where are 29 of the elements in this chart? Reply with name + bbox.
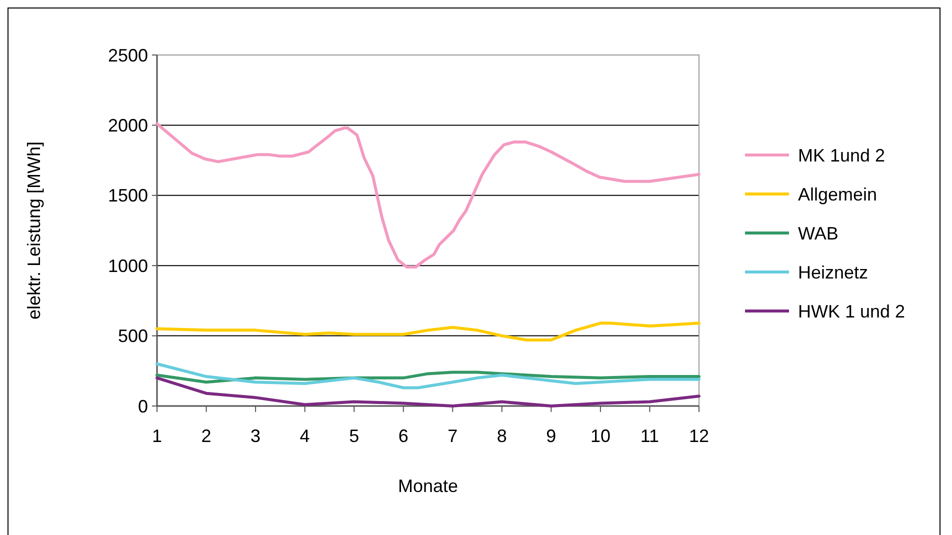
y-tick-label: 1000 [108, 256, 148, 276]
line-series [156, 370, 700, 384]
y-tick-label: 500 [118, 326, 148, 346]
y-tick-label: 1500 [108, 186, 148, 206]
x-tick-label: 2 [201, 426, 212, 446]
x-tick-label: 11 [640, 426, 660, 446]
x-tick-label: 3 [250, 426, 261, 446]
line-series [156, 362, 700, 390]
x-tick-label: 4 [300, 426, 310, 446]
line-series [156, 122, 700, 269]
y-tick-label: 2000 [108, 116, 148, 136]
x-tick-label: 9 [546, 426, 556, 446]
x-axis-title: Monate [398, 476, 458, 496]
y-tick-label: 2500 [108, 45, 148, 66]
y-axis-title: elektr. Leistung [MWh] [24, 141, 44, 320]
y-tick-label: 0 [138, 396, 148, 416]
x-tick-label: 8 [496, 426, 507, 446]
legend-label: WAB [798, 223, 838, 244]
x-tick-label: 1 [152, 426, 162, 446]
x-tick-label: 12 [688, 426, 710, 446]
legend-label: MK 1und 2 [798, 145, 886, 166]
x-tick-label: 7 [448, 426, 458, 446]
line-series [156, 322, 700, 342]
legend-label: HWK 1 und 2 [798, 301, 906, 322]
x-tick-label: 10 [590, 426, 610, 446]
legend-label: Allgemein [798, 184, 878, 204]
x-tick-label: 5 [349, 426, 360, 446]
legend-label: Heiznetz [798, 262, 868, 282]
x-tick-label: 6 [398, 426, 408, 446]
